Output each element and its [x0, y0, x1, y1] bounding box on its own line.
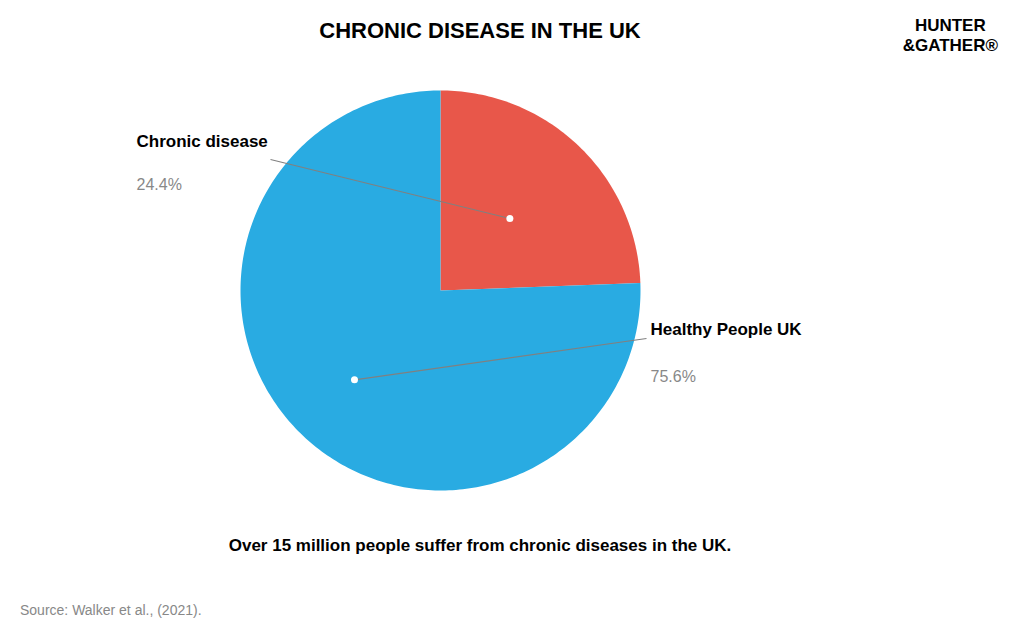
html-text:HUNTER: HUNTER — [914, 16, 986, 35]
html-text:&GATHER®: &GATHER® — [902, 35, 998, 55]
html-text:CHRONIC DISEASE IN THE UK: CHRONIC DISEASE IN THE UK — [319, 18, 641, 43]
svg-text:Chronic disease: Chronic disease — [137, 132, 268, 151]
svg-text:Healthy People UK: Healthy People UK — [651, 320, 803, 339]
html-text:Source: Walker et al., (2021).: Source: Walker et al., (2021). — [20, 602, 202, 618]
svg-text:24.4%: 24.4% — [137, 176, 182, 193]
html-text:Over 15 million people suffer: Over 15 million people suffer from chron… — [228, 536, 732, 555]
svg-text:75.6%: 75.6% — [651, 368, 696, 385]
